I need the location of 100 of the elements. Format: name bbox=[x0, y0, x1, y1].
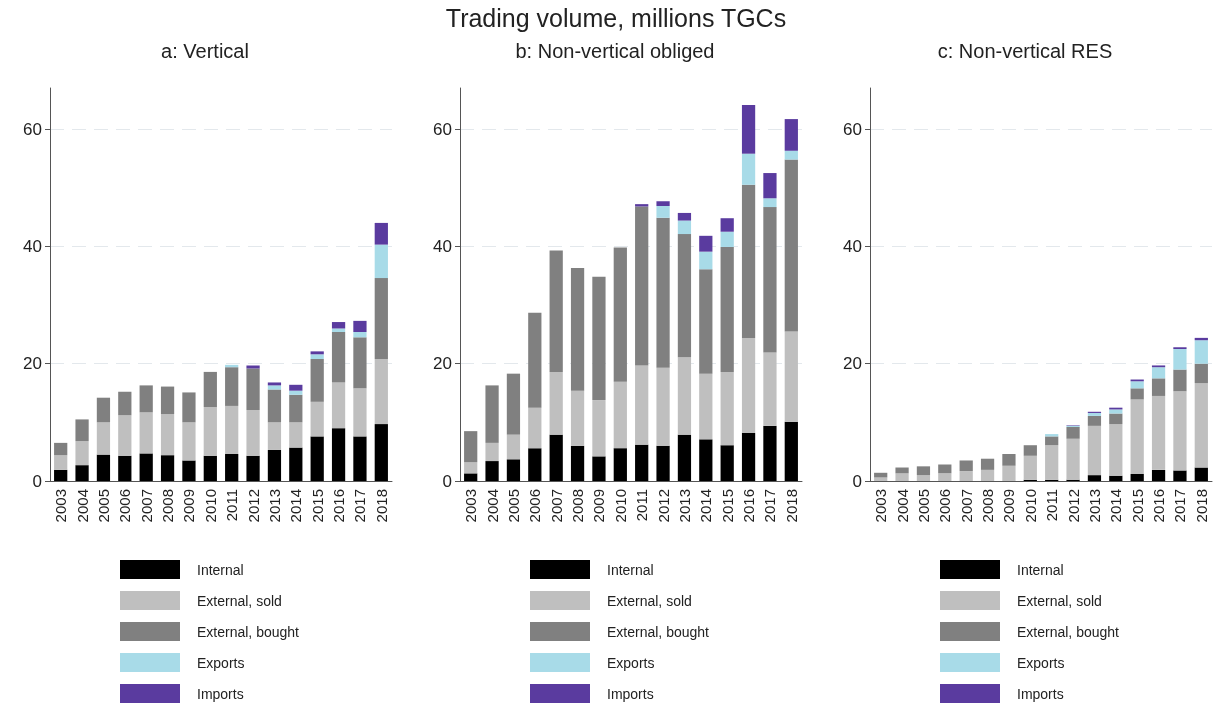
y-tick-label: 60 bbox=[433, 119, 452, 139]
bar bbox=[592, 456, 606, 481]
bar bbox=[1002, 465, 1016, 481]
bar bbox=[1173, 391, 1187, 471]
bar bbox=[203, 407, 217, 456]
x-tick-label: 2015 bbox=[308, 489, 326, 523]
bar bbox=[506, 459, 521, 481]
bar bbox=[331, 328, 346, 333]
bar bbox=[720, 218, 734, 232]
bar bbox=[784, 421, 798, 481]
bar bbox=[139, 453, 153, 481]
bar bbox=[1002, 454, 1016, 466]
x-tick-label: 2006 bbox=[936, 489, 954, 523]
bar bbox=[289, 422, 303, 448]
x-tick-label: 2016 bbox=[740, 489, 758, 523]
bar bbox=[570, 268, 585, 391]
x-tick-label: 2009 bbox=[590, 489, 608, 523]
bar bbox=[1130, 473, 1144, 481]
bar bbox=[1066, 427, 1080, 439]
bar bbox=[310, 401, 324, 437]
x-tick-label: 2015 bbox=[1128, 489, 1146, 523]
bar bbox=[741, 105, 756, 154]
bar bbox=[784, 331, 798, 422]
bar bbox=[160, 455, 175, 481]
x-tick-label: 2008 bbox=[979, 489, 997, 523]
bar bbox=[331, 332, 346, 383]
y-tick-label: 0 bbox=[442, 471, 452, 491]
bar bbox=[353, 332, 367, 338]
x-tick-label: 2008 bbox=[159, 489, 177, 523]
bar bbox=[353, 388, 367, 437]
bar bbox=[720, 445, 734, 481]
bar bbox=[160, 386, 175, 415]
bar bbox=[203, 371, 217, 408]
legend-label: Exports bbox=[607, 654, 655, 671]
x-tick-label: 2004 bbox=[893, 489, 911, 523]
x-tick-label: 2006 bbox=[526, 489, 544, 523]
bar bbox=[592, 400, 606, 457]
bar bbox=[1151, 469, 1166, 481]
bar bbox=[1045, 445, 1059, 480]
x-tick-label: 2011 bbox=[223, 489, 241, 522]
y-tick-label: 0 bbox=[852, 471, 862, 491]
bar bbox=[677, 434, 692, 481]
bar bbox=[741, 184, 756, 338]
bar bbox=[916, 475, 931, 481]
bar bbox=[225, 367, 239, 406]
bar bbox=[784, 119, 798, 151]
x-tick-label: 2012 bbox=[654, 489, 672, 523]
x-tick-label: 2007 bbox=[957, 489, 975, 523]
bar bbox=[938, 473, 952, 481]
bar bbox=[485, 385, 499, 443]
y-tick-label: 20 bbox=[433, 354, 452, 374]
bar bbox=[1109, 424, 1123, 476]
bar bbox=[54, 442, 68, 456]
bar bbox=[485, 442, 499, 462]
bar bbox=[1045, 436, 1059, 446]
bar bbox=[374, 358, 388, 425]
x-tick-label: 2014 bbox=[1107, 489, 1125, 523]
legend-label: External, bought bbox=[1017, 623, 1120, 640]
legend-label: Internal bbox=[197, 561, 244, 578]
bar bbox=[267, 389, 282, 423]
bar bbox=[289, 447, 303, 481]
bar bbox=[118, 415, 132, 456]
x-tick-label: 2008 bbox=[569, 489, 587, 523]
bar bbox=[959, 471, 973, 481]
bar bbox=[267, 449, 282, 481]
bar bbox=[1130, 388, 1144, 400]
bar bbox=[506, 434, 521, 460]
bar bbox=[267, 382, 282, 386]
bar bbox=[1087, 415, 1102, 426]
bar bbox=[570, 390, 585, 446]
x-tick-label: 2018 bbox=[782, 489, 800, 523]
x-tick-label: 2018 bbox=[372, 489, 390, 523]
x-tick-label: 2013 bbox=[1085, 489, 1103, 523]
bar bbox=[96, 397, 111, 423]
bar bbox=[331, 382, 346, 429]
legend-label: External, bought bbox=[607, 623, 710, 640]
bar bbox=[613, 247, 627, 382]
bar bbox=[895, 473, 909, 481]
bar bbox=[635, 206, 649, 366]
bar bbox=[1066, 438, 1080, 480]
x-tick-label: 2004 bbox=[483, 489, 501, 523]
chart-title: b: Non-vertical obliged bbox=[515, 40, 715, 62]
bar bbox=[763, 425, 777, 481]
bar bbox=[549, 434, 563, 481]
bar bbox=[613, 448, 627, 481]
bar bbox=[699, 251, 713, 270]
x-tick-label: 2010 bbox=[1021, 489, 1039, 523]
legend-label: External, sold bbox=[607, 592, 692, 609]
legend-label: Internal bbox=[1017, 561, 1064, 578]
bar bbox=[549, 250, 563, 372]
bar bbox=[506, 373, 521, 435]
bar bbox=[374, 278, 388, 359]
bar bbox=[1173, 349, 1187, 370]
bar bbox=[1109, 409, 1123, 414]
bar bbox=[763, 173, 777, 199]
legend-label: External, sold bbox=[1017, 592, 1102, 609]
x-tick-label: 2013 bbox=[675, 489, 693, 523]
y-tick-label: 20 bbox=[843, 354, 862, 374]
bar bbox=[895, 467, 909, 474]
bar bbox=[182, 392, 196, 423]
